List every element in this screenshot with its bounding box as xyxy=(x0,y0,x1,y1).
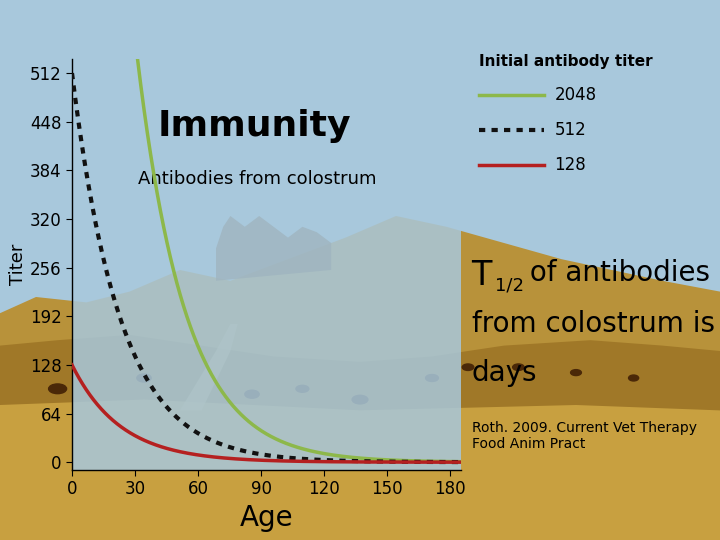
Y-axis label: Titer: Titer xyxy=(9,244,27,285)
Text: 512: 512 xyxy=(554,120,586,139)
Text: 128: 128 xyxy=(554,156,586,174)
Polygon shape xyxy=(0,335,720,540)
Ellipse shape xyxy=(352,395,368,404)
Polygon shape xyxy=(216,216,331,281)
Polygon shape xyxy=(180,324,238,410)
Text: from colostrum is 16: from colostrum is 16 xyxy=(472,310,720,339)
Polygon shape xyxy=(0,400,720,540)
Text: Immunity: Immunity xyxy=(158,109,351,143)
Ellipse shape xyxy=(462,364,474,370)
Text: T: T xyxy=(472,259,492,292)
Ellipse shape xyxy=(245,390,259,399)
Text: of antibodies: of antibodies xyxy=(521,259,710,287)
Text: 2048: 2048 xyxy=(554,85,597,104)
Text: Initial antibody titer: Initial antibody titer xyxy=(479,54,652,69)
Ellipse shape xyxy=(513,364,524,370)
Ellipse shape xyxy=(426,375,438,381)
Ellipse shape xyxy=(629,375,639,381)
Text: days: days xyxy=(472,359,537,387)
Ellipse shape xyxy=(137,374,151,382)
Text: Roth. 2009. Current Vet Therapy
Food Anim Pract: Roth. 2009. Current Vet Therapy Food Ani… xyxy=(472,421,697,451)
Text: Antibodies from colostrum: Antibodies from colostrum xyxy=(138,170,377,188)
Polygon shape xyxy=(0,216,720,540)
Ellipse shape xyxy=(296,385,309,392)
X-axis label: Age: Age xyxy=(240,504,293,532)
Text: 1/2: 1/2 xyxy=(495,276,523,294)
Ellipse shape xyxy=(49,384,66,394)
Ellipse shape xyxy=(570,369,582,376)
